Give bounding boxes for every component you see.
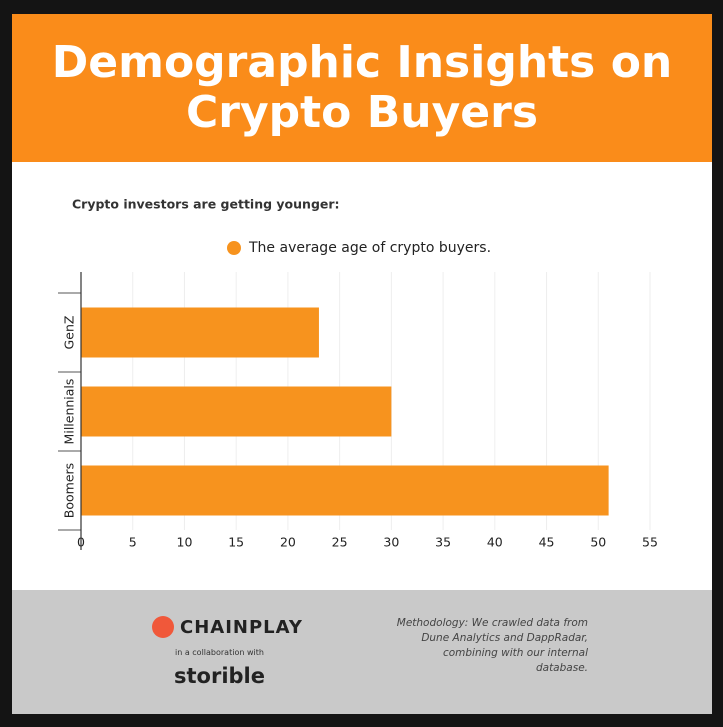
x-tick-label: 5	[129, 535, 137, 550]
logo-icon	[152, 616, 174, 638]
footer: CHAINPLAY in a collaboration with storib…	[12, 590, 712, 714]
x-tick-label: 25	[332, 535, 348, 550]
chart: Crypto investors are getting younger: Th…	[58, 197, 658, 550]
partner-name: storible	[174, 664, 265, 688]
legend-marker	[227, 241, 241, 255]
brand-name: CHAINPLAY	[180, 616, 303, 638]
y-tick-label: Boomers	[62, 463, 77, 518]
x-tick-label: 35	[435, 535, 451, 550]
subtitle: Crypto investors are getting younger:	[72, 197, 340, 212]
chart-title: Demographic Insights on Crypto Buyers	[51, 37, 673, 138]
collab-text: in a collaboration with	[175, 648, 264, 657]
brand-logo: CHAINPLAY	[152, 616, 303, 638]
x-tick-label: 10	[177, 535, 193, 550]
x-tick-label: 40	[487, 535, 503, 550]
x-tick-label: 30	[383, 535, 399, 550]
y-tick-label: Millennials	[62, 379, 77, 445]
bar	[81, 307, 319, 358]
y-tick-label: GenZ	[62, 316, 77, 350]
x-tick-label: 45	[539, 535, 555, 550]
header: Demographic Insights on Crypto Buyers	[12, 14, 712, 162]
methodology: Methodology: We crawled data from Dune A…	[396, 617, 588, 674]
x-tick-label: 20	[280, 535, 296, 550]
bar	[81, 465, 609, 516]
legend-label: The average age of crypto buyers.	[248, 240, 491, 256]
x-tick-label: 55	[642, 535, 658, 550]
bar	[81, 386, 392, 437]
chart-panel: Crypto investors are getting younger: Th…	[12, 162, 712, 590]
x-tick-label: 50	[590, 535, 606, 550]
x-tick-label: 15	[228, 535, 244, 550]
